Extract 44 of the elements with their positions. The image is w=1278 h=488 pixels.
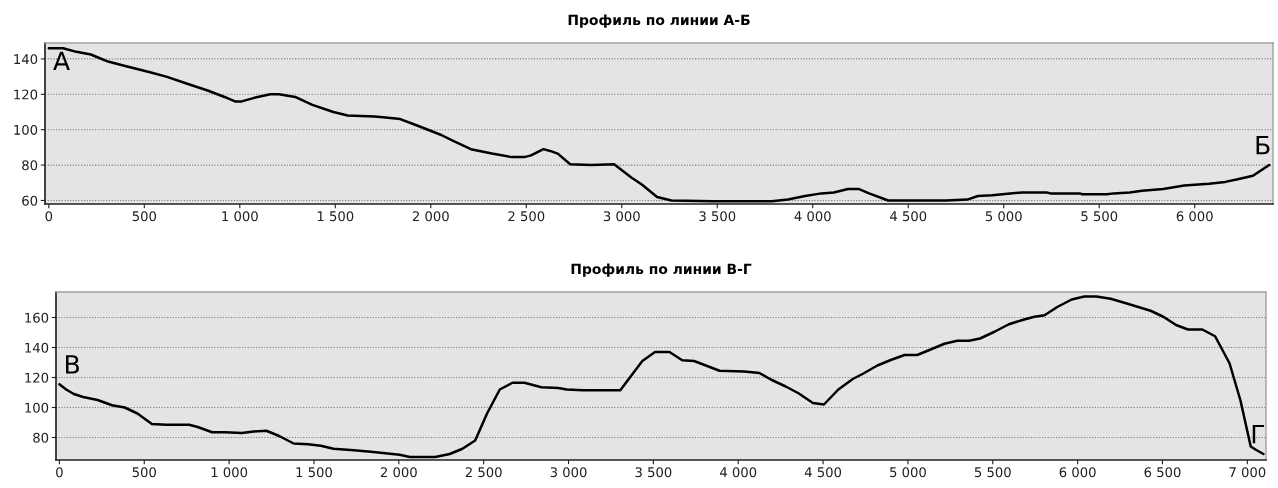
x-tick-label: 2 000	[412, 211, 449, 222]
x-tick-label: 2 500	[465, 467, 502, 478]
x-tick-label: 4 500	[889, 211, 927, 222]
x-tick-label: 4 500	[804, 467, 842, 478]
x-tick-label: 5 500	[974, 467, 1011, 478]
x-tick-label: 0	[56, 467, 63, 478]
y-tick-label: 100	[14, 124, 38, 135]
x-tick-label: 500	[132, 467, 156, 478]
chart-title: Профиль по линии А-Б	[568, 14, 750, 28]
x-tick-label: 6 500	[1144, 467, 1181, 478]
x-tick-label: 2 500	[508, 211, 545, 222]
y-tick-label: 80	[33, 432, 49, 443]
x-tick-label: 7 000	[1229, 467, 1266, 478]
y-tick-label: 80	[22, 160, 38, 171]
x-tick-label: 500	[132, 211, 157, 222]
x-tick-label: 1 000	[222, 211, 258, 222]
x-tick-label: 1 000	[211, 467, 248, 478]
y-tick-label: 60	[22, 195, 38, 206]
y-tick-label: 140	[14, 54, 38, 65]
x-tick-label: 3 000	[603, 211, 640, 222]
x-tick-label: 3 500	[699, 211, 736, 222]
x-tick-label: 2 000	[380, 467, 417, 478]
y-tick-label: 120	[14, 89, 38, 100]
x-tick-label: 5 000	[890, 467, 926, 478]
y-tick-label: 100	[25, 402, 49, 413]
y-tick-label: 140	[25, 342, 49, 353]
annotation: В	[66, 355, 79, 374]
x-tick-label: 0	[45, 211, 53, 222]
x-tick-label: 3 000	[550, 467, 587, 478]
x-tick-label: 6 000	[1059, 467, 1096, 478]
y-tick-label: 160	[25, 312, 49, 323]
annotation: А	[53, 51, 70, 71]
x-tick-label: 5 500	[1081, 211, 1118, 222]
x-tick-label: 4 000	[794, 211, 831, 222]
x-tick-label: 5 000	[985, 211, 1022, 222]
x-tick-label: 1 500	[296, 467, 332, 478]
annotation: Г	[1252, 425, 1265, 444]
annotation: Б	[1256, 136, 1270, 155]
y-tick-label: 120	[25, 372, 49, 383]
x-tick-label: 4 000	[719, 467, 757, 478]
x-tick-label: 3 500	[635, 467, 672, 478]
x-tick-label: 6 000	[1176, 211, 1213, 222]
chart-title: Профиль по линии В-Г	[571, 263, 752, 277]
x-tick-label: 1 500	[317, 211, 354, 222]
